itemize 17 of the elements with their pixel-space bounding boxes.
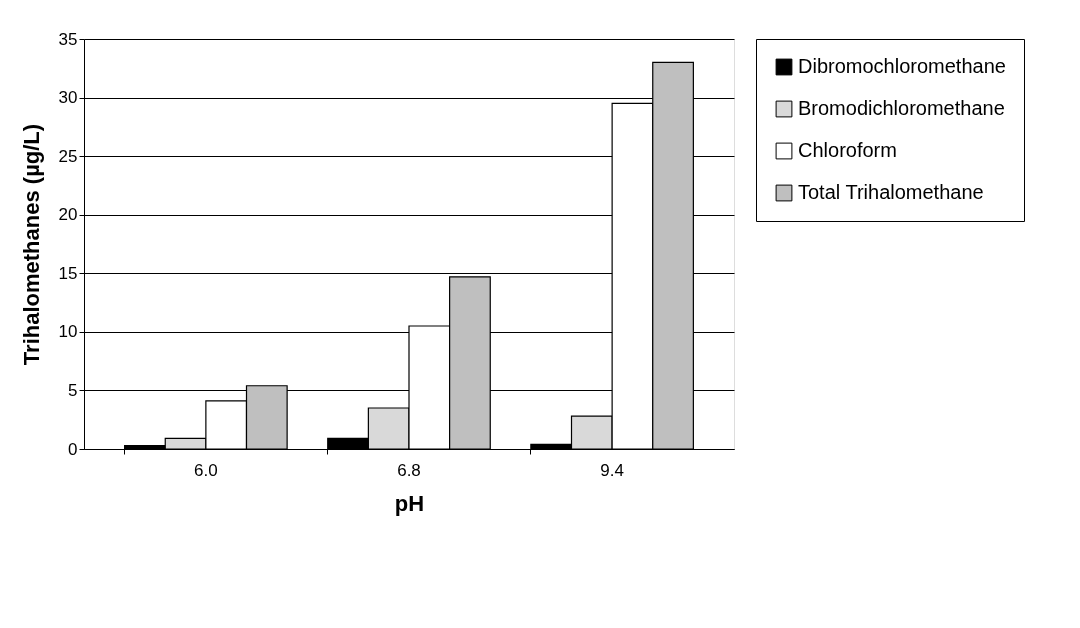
legend-label: Chloroform <box>798 139 897 161</box>
legend-label: Dibromochloromethane <box>798 55 1006 77</box>
y-tick-label: 0 <box>68 439 78 459</box>
x-tick-label: 6.8 <box>397 460 421 480</box>
x-tick-label: 9.4 <box>600 460 624 480</box>
y-tick-label: 10 <box>58 322 78 342</box>
y-tick-label: 35 <box>58 29 78 49</box>
y-axis-title: Trihalomethanes (µg/L) <box>18 123 44 366</box>
legend-label: Bromodichloromethane <box>798 97 1005 119</box>
y-tick-label: 5 <box>68 380 78 400</box>
y-tick-label: 20 <box>58 205 78 225</box>
y-tick-label: 15 <box>58 263 78 283</box>
legend-label: Total Trihalomethane <box>798 181 984 203</box>
y-tick-label: 25 <box>58 146 78 166</box>
x-axis-title: pH <box>394 490 425 516</box>
x-tick-label: 6.0 <box>194 460 218 480</box>
y-tick-label: 30 <box>58 88 78 108</box>
